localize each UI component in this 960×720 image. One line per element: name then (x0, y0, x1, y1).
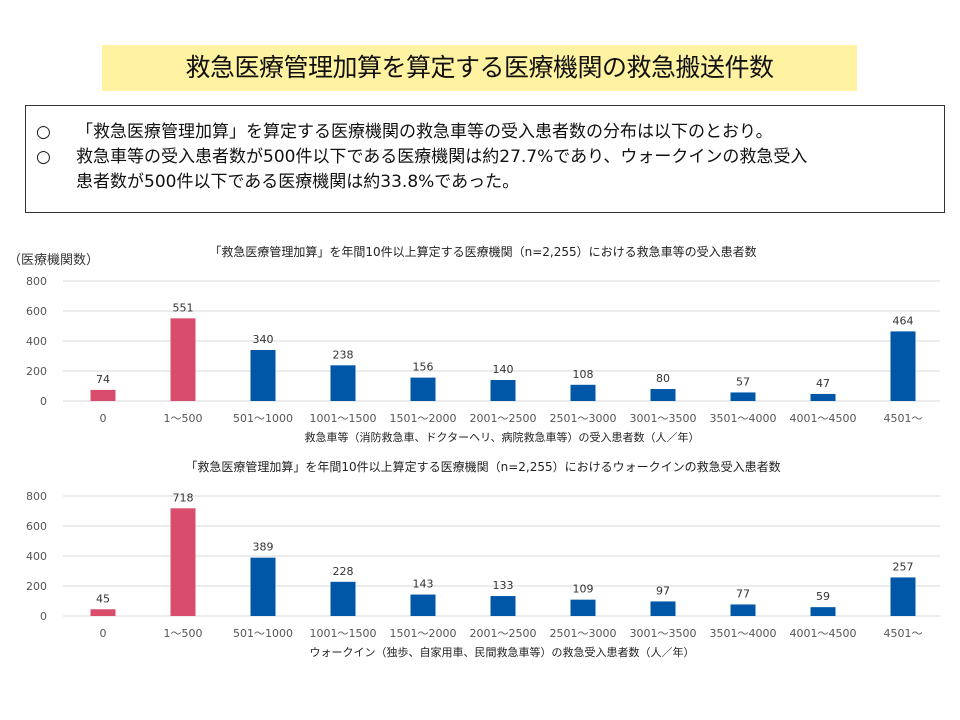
bar (490, 380, 516, 401)
bullet: ○ (36, 122, 51, 142)
y-tick-label: 0 (40, 610, 47, 623)
y-tick-label: 600 (26, 305, 47, 318)
data-label: 228 (333, 565, 354, 578)
y-tick-label: 400 (26, 335, 47, 348)
slide-title: 救急医療管理加算を算定する医療機関の救急搬送件数 (102, 45, 857, 91)
data-label: 74 (96, 373, 110, 386)
chart-title: 「救急医療管理加算」を年間10件以上算定する医療機関（n=2,255）におけるウ… (185, 459, 780, 474)
data-label: 143 (413, 578, 434, 591)
bar (890, 331, 916, 401)
bar (250, 350, 276, 401)
data-label: 47 (816, 377, 830, 390)
bar (90, 609, 116, 616)
bar (250, 557, 276, 616)
x-tick-label: 4001～4500 (790, 627, 857, 640)
bullet: ○ (36, 147, 51, 167)
data-label: 238 (333, 348, 354, 361)
x-tick-label: 2001～2500 (470, 412, 537, 425)
data-label: 389 (253, 541, 274, 554)
data-label: 156 (413, 361, 434, 374)
data-label: 340 (253, 333, 274, 346)
x-tick-label: 1001～1500 (310, 412, 377, 425)
x-tick-label: 501～1000 (233, 627, 293, 640)
bar (410, 377, 436, 401)
y-tick-label: 800 (26, 275, 47, 288)
x-tick-label: 3001～3500 (630, 627, 697, 640)
data-label: 718 (173, 491, 194, 504)
bar (810, 393, 836, 401)
x-tick-label: 4501～ (884, 627, 923, 640)
summary-line-2a: 救急車等の受入患者数が500件以下である医療機関は約27.7%であり、ウォークイ… (76, 147, 808, 167)
x-tick-label: 4501～ (884, 412, 923, 425)
x-tick-label: 2001～2500 (470, 627, 537, 640)
x-tick-label: 1～500 (164, 412, 203, 425)
x-tick-label: 3501～4000 (710, 627, 777, 640)
data-label: 464 (893, 314, 914, 327)
x-tick-label: 2501～3000 (550, 412, 617, 425)
data-label: 140 (493, 363, 514, 376)
bar (170, 508, 196, 616)
data-label: 57 (736, 375, 750, 388)
x-tick-label: 1501～2000 (390, 627, 457, 640)
bar (730, 392, 756, 401)
bar (330, 581, 356, 616)
bar (570, 384, 596, 401)
bar (170, 318, 196, 401)
x-tick-label: 501～1000 (233, 412, 293, 425)
y-tick-label: 200 (26, 580, 47, 593)
bar (810, 607, 836, 616)
bar (570, 599, 596, 616)
bar (490, 596, 516, 616)
data-label: 257 (893, 560, 914, 573)
data-label: 551 (173, 301, 194, 314)
x-tick-label: 1501～2000 (390, 412, 457, 425)
summary-box: ○ 「救急医療管理加算」を算定する医療機関の救急車等の受入患者数の分布は以下のとお… (25, 105, 945, 213)
data-label: 80 (656, 372, 670, 385)
y-axis-label: （医療機関数） (8, 253, 100, 268)
x-tick-label: 3501～4000 (710, 412, 777, 425)
data-label: 133 (493, 579, 514, 592)
bar (90, 389, 116, 401)
x-tick-label: 3001～3500 (630, 412, 697, 425)
x-tick-label: 0 (100, 627, 107, 640)
data-label: 109 (573, 583, 594, 596)
x-axis-label: 救急車等（消防救急車、ドクターヘリ、病院救急車等）の受入患者数（人／年） (305, 430, 700, 444)
bar (890, 577, 916, 616)
data-label: 108 (573, 368, 594, 381)
chart-title: 「救急医療管理加算」を年間10件以上算定する医療機関（n=2,255）における救… (209, 244, 756, 259)
data-label: 97 (656, 584, 670, 597)
x-tick-label: 4001～4500 (790, 412, 857, 425)
x-tick-label: 2501～3000 (550, 627, 617, 640)
bar (330, 365, 356, 401)
data-label: 59 (816, 590, 830, 603)
y-tick-label: 200 (26, 365, 47, 378)
x-tick-label: 0 (100, 412, 107, 425)
bar (410, 594, 436, 616)
data-label: 77 (736, 587, 750, 600)
summary-line-1: 「救急医療管理加算」を算定する医療機関の救急車等の受入患者数の分布は以下のとおり… (76, 122, 773, 142)
bar (650, 389, 676, 401)
y-tick-label: 400 (26, 550, 47, 563)
x-tick-label: 1001～1500 (310, 627, 377, 640)
x-tick-label: 1～500 (164, 627, 203, 640)
y-tick-label: 600 (26, 520, 47, 533)
data-label: 45 (96, 592, 110, 605)
bar (730, 604, 756, 616)
x-axis-label: ウォークイン（独歩、自家用車、民間救急車等）の救急受入患者数（人／年） (310, 645, 695, 659)
summary-line-2b: 患者数が500件以下である医療機関は約33.8%であった。 (76, 172, 520, 192)
y-tick-label: 0 (40, 395, 47, 408)
bar (650, 601, 676, 616)
y-tick-label: 800 (26, 490, 47, 503)
